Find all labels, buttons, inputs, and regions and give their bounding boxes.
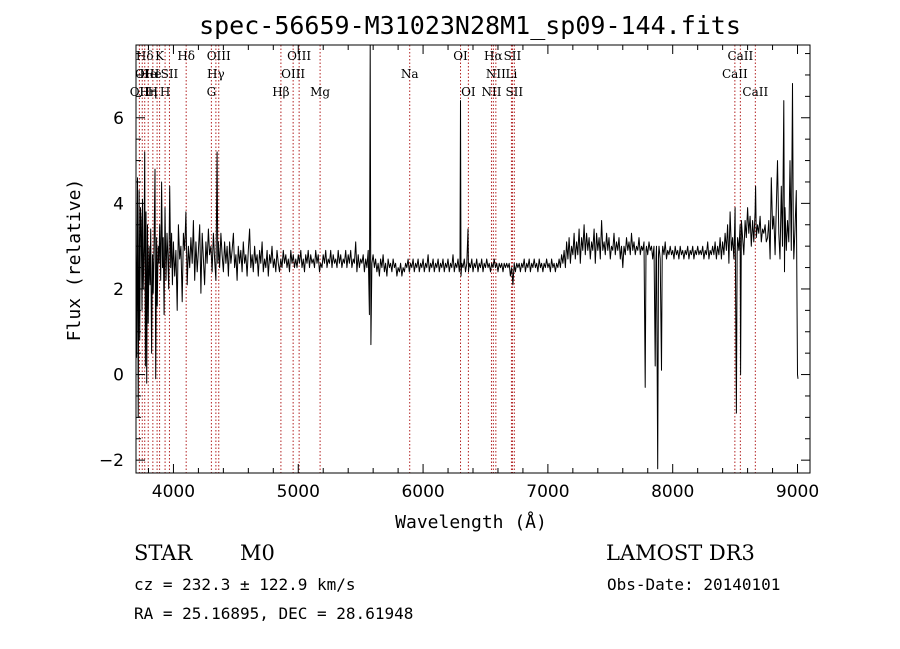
line-label: H [160, 85, 170, 99]
y-axis-label: Flux (relative) [64, 179, 85, 342]
line-label: Hα [484, 49, 503, 63]
x-axis-ticks: 4000 5000 6000 7000 8000 9000 [147, 45, 819, 502]
line-label: SII [505, 85, 523, 99]
y-tick-label: 2 [113, 280, 124, 300]
observation-date: Obs-Date: 20140101 [607, 575, 780, 594]
x-tick-label: 9000 [776, 482, 819, 502]
line-label: Li [506, 67, 518, 81]
y-axis-ticks: −2 0 2 4 6 [99, 53, 810, 471]
redshift-velocity: cz = 232.3 ± 122.9 km/s [134, 575, 356, 594]
x-axis-label: Wavelength (Å) [395, 511, 547, 533]
line-label: Hδ [136, 49, 154, 63]
line-label: NII [481, 85, 501, 99]
x-tick-label: 8000 [651, 482, 694, 502]
line-label: OIII [207, 49, 231, 63]
flux-series-line [135, 44, 799, 470]
line-label: SII [161, 67, 179, 81]
line-label: I [155, 67, 160, 81]
line-label: CaII [727, 49, 753, 63]
line-label: K [155, 49, 165, 63]
line-label: G [207, 85, 217, 99]
line-label: OI [453, 49, 468, 63]
line-label: H [148, 85, 158, 99]
line-label: OI [461, 85, 476, 99]
object-class: STAR [134, 541, 193, 565]
line-label: SII [504, 49, 522, 63]
line-label: OI [135, 67, 150, 81]
x-tick-label: 6000 [401, 482, 444, 502]
line-label: Na [401, 67, 419, 81]
y-tick-label: 0 [113, 366, 124, 386]
chart-title: spec-56659-M31023N28M1_sp09-144.fits [199, 11, 741, 40]
line-label: He [139, 67, 157, 81]
x-tick-label: 5000 [277, 482, 320, 502]
line-label: OIII [287, 49, 311, 63]
line-label: OII [130, 85, 150, 99]
ra-dec-coordinates: RA = 25.16895, DEC = 28.61948 [134, 604, 413, 623]
line-label: NII [486, 67, 506, 81]
line-label: Hγ [207, 67, 225, 81]
line-label: Mg [310, 85, 330, 99]
object-subclass: M0 [240, 541, 275, 565]
x-tick-label: 4000 [152, 482, 195, 502]
line-label: CaII [722, 67, 748, 81]
line-label: OIII [281, 67, 305, 81]
line-label: Hδ [177, 49, 195, 63]
line-label: CaII [742, 85, 768, 99]
line-label: Hη [139, 85, 157, 99]
y-tick-label: −2 [99, 451, 124, 471]
y-tick-label: 6 [113, 109, 124, 129]
survey-name: LAMOST DR3 [606, 541, 755, 565]
y-tick-label: 4 [113, 194, 124, 214]
line-label: He [144, 67, 162, 81]
line-label: Hβ [272, 85, 289, 99]
x-tick-label: 7000 [526, 482, 569, 502]
